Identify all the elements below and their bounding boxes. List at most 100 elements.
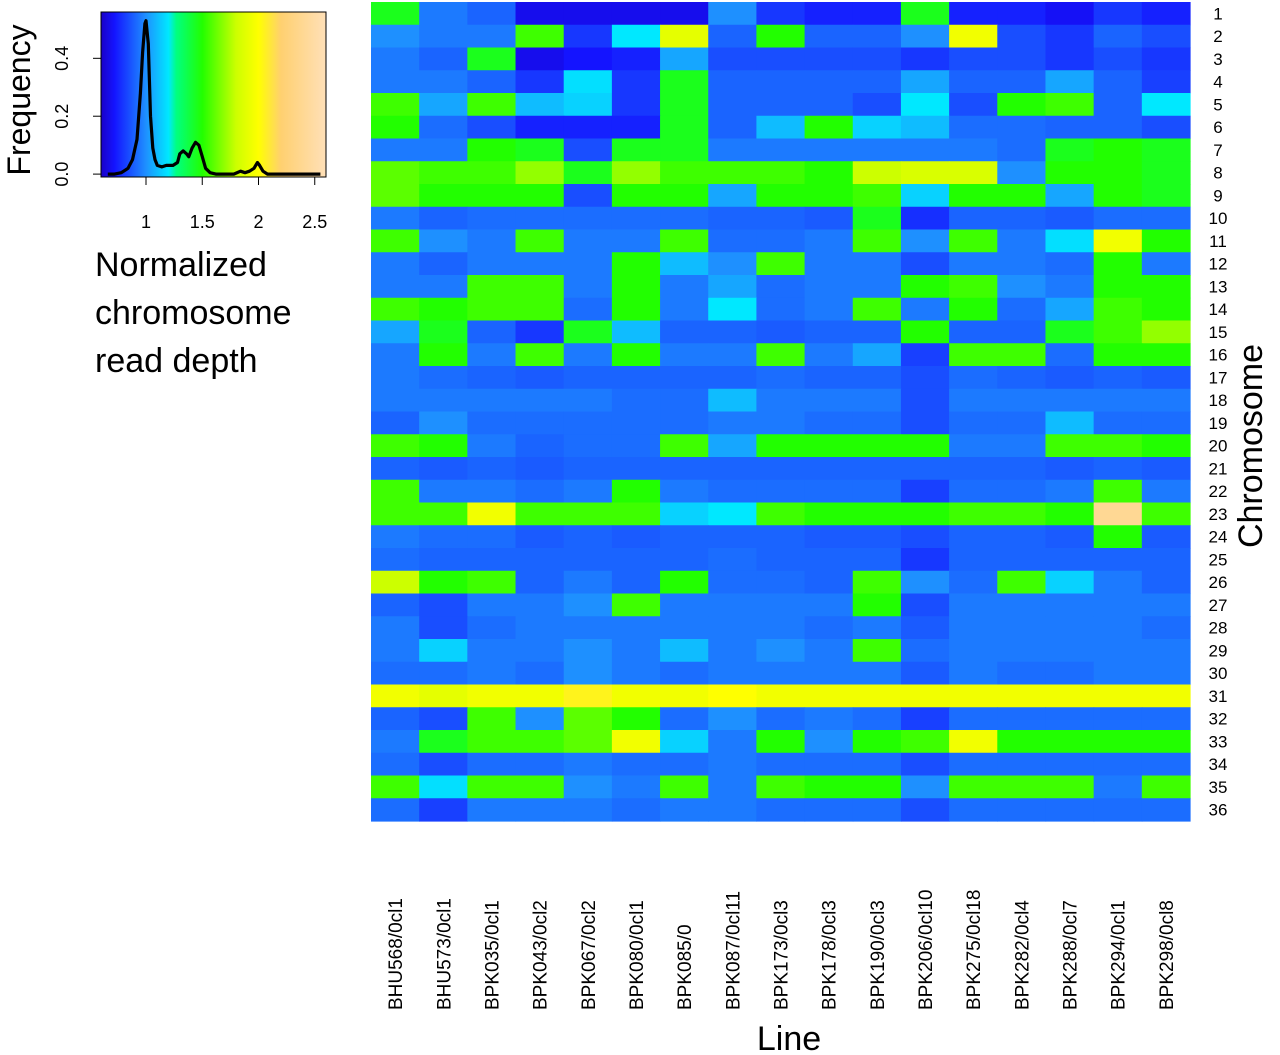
heatmap-cell <box>611 434 661 458</box>
heatmap-cell <box>756 70 806 94</box>
heatmap-cell <box>1141 47 1191 71</box>
heatmap-cell <box>515 388 565 413</box>
heatmap-cell <box>1141 548 1191 572</box>
chromosome-label: 9 <box>1213 186 1222 205</box>
heatmap-cell <box>900 707 950 731</box>
line-label: BPK080/0cl1 <box>627 900 648 1010</box>
chromosome-label: 19 <box>1209 414 1228 433</box>
heatmap-cell <box>1093 275 1143 299</box>
heatmap-cell <box>804 684 854 708</box>
heatmap-cell <box>804 639 854 663</box>
heatmap-cell <box>708 93 758 117</box>
line-labels: BHU568/0cl1 BHU573/0cl1 BPK035/0cl1 BPK043/… <box>386 890 1178 1010</box>
line-label: BPK206/0cl10 <box>916 890 937 1010</box>
line-label: BPK275/0cl18 <box>964 890 985 1010</box>
heatmap-cell <box>419 47 468 71</box>
heatmap-cell <box>371 411 420 435</box>
heatmap-cell <box>660 684 709 708</box>
key-x-tick-label: 1.5 <box>190 212 215 232</box>
heatmap-cell <box>1093 206 1143 231</box>
heatmap-cell <box>997 593 1047 617</box>
heatmap-cell <box>1093 24 1143 49</box>
heatmap-cell <box>1093 639 1143 663</box>
heatmap-cell <box>467 479 517 504</box>
heatmap-cell <box>1093 616 1143 640</box>
heatmap-cell <box>563 115 613 140</box>
heatmap-cell <box>949 411 998 435</box>
heatmap-cell <box>611 343 661 367</box>
heatmap-cell <box>804 457 854 481</box>
heatmap-cell <box>756 138 806 162</box>
heatmap-cell <box>756 343 806 367</box>
heatmap-cell <box>852 161 902 185</box>
heatmap-cell <box>563 730 613 754</box>
heatmap-cell <box>515 730 565 754</box>
heatmap-cell <box>660 229 709 253</box>
heatmap-cell <box>949 798 998 822</box>
heatmap-cell <box>852 616 902 640</box>
heatmap-cell <box>756 184 806 208</box>
heatmap-cell <box>949 184 998 208</box>
heatmap-cell <box>1141 70 1191 94</box>
heatmap-cell <box>1093 684 1143 708</box>
heatmap-cell <box>1141 775 1191 799</box>
heatmap-cell <box>515 184 565 208</box>
heatmap-cell <box>997 411 1047 435</box>
heatmap-cell <box>660 275 709 299</box>
heatmap-cell <box>515 275 565 299</box>
heatmap-cell <box>660 388 709 413</box>
heatmap-cell <box>660 70 709 94</box>
heatmap-cell <box>997 115 1047 140</box>
heatmap-cell <box>756 229 806 253</box>
heatmap-cell <box>611 775 661 799</box>
heatmap-cell <box>1141 388 1191 413</box>
heatmap-cell <box>997 2 1047 26</box>
heatmap-cell <box>997 525 1047 549</box>
heatmap-cell <box>515 752 565 777</box>
line-label: BHU568/0cl1 <box>386 898 407 1010</box>
heatmap-cell <box>611 593 661 617</box>
heatmap-cell <box>804 206 854 231</box>
heatmap-cell <box>371 525 420 549</box>
heatmap-cell <box>804 502 854 526</box>
heatmap-cell <box>563 343 613 367</box>
heatmap-cell <box>563 297 613 322</box>
heatmap-cell <box>756 411 806 435</box>
heatmap-cell <box>756 502 806 526</box>
heatmap-panel: 1234567891011121314151617181920212223242… <box>371 2 1270 1055</box>
key-y-axis: 0.0 0.2 0.4 <box>52 46 101 187</box>
heatmap-cell <box>708 47 758 71</box>
heatmap-cell <box>708 411 758 435</box>
heatmap-cell <box>371 252 420 276</box>
heatmap-cell <box>1141 457 1191 481</box>
heatmap-cell <box>467 206 517 231</box>
heatmap-cell <box>852 434 902 458</box>
heatmap-cell <box>515 138 565 162</box>
heatmap-cell <box>371 229 420 253</box>
heatmap-cell <box>756 320 806 344</box>
heatmap-cell <box>708 206 758 231</box>
heatmap-cell <box>660 616 709 640</box>
heatmap-cell <box>1141 138 1191 162</box>
heatmap-cell <box>611 684 661 708</box>
heatmap-cell <box>419 730 468 754</box>
heatmap-cell <box>1141 752 1191 777</box>
heatmap-cell <box>804 548 854 572</box>
heatmap-cell <box>708 798 758 822</box>
heatmap-cell <box>997 616 1047 640</box>
heatmap-cell <box>419 434 468 458</box>
heatmap-cell <box>756 275 806 299</box>
heatmap-cell <box>900 275 950 299</box>
heatmap-cell <box>949 366 998 390</box>
chromosome-label: 7 <box>1213 141 1222 160</box>
heatmap-cell <box>371 2 420 26</box>
heatmap-cell <box>900 93 950 117</box>
heatmap-cell <box>949 752 998 777</box>
heatmap-cell <box>756 24 806 49</box>
heatmap-cell <box>1093 320 1143 344</box>
heatmap-cell <box>804 138 854 162</box>
heatmap-cell <box>949 457 998 481</box>
heatmap-cell <box>467 639 517 663</box>
heatmap-cell <box>708 252 758 276</box>
heatmap-cell <box>467 93 517 117</box>
